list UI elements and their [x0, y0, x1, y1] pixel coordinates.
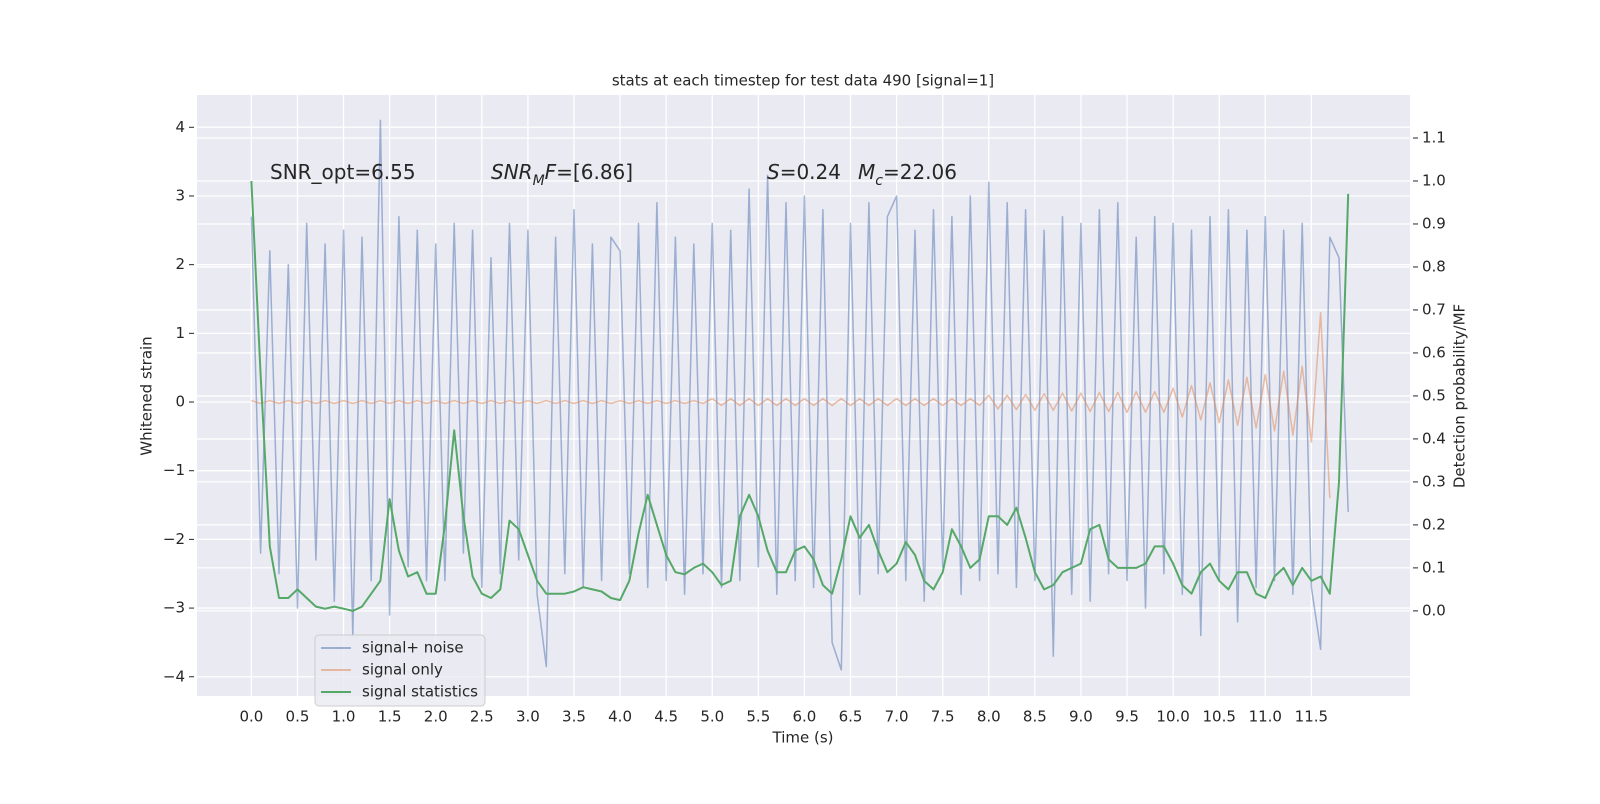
annotation-part: S [767, 160, 780, 184]
legend-label: signal only [362, 661, 443, 679]
series-line [251, 311, 1331, 499]
y2-tick-label: 0.7 [1422, 300, 1446, 318]
y2-tick-label: 0.0 [1422, 601, 1446, 619]
x-tick-label: 10.0 [1156, 708, 1189, 726]
x-tick-label: 3.0 [516, 708, 540, 726]
y2-tick-label: 0.6 [1422, 343, 1446, 361]
y2-tick-label: 0.1 [1422, 558, 1446, 576]
annotation: SNR_opt=6.55 [270, 160, 416, 184]
y2-tick-label: 0.4 [1422, 429, 1446, 447]
x-tick-label: 8.5 [1023, 708, 1047, 726]
legend-box [314, 634, 486, 707]
annotation: Mc=22.06 [858, 160, 957, 190]
legend-label: signal statistics [362, 683, 478, 701]
annotation-part: =22.06 [883, 160, 957, 184]
x-tick-label: 3.5 [562, 708, 586, 726]
y-tick-label: 3 [175, 186, 185, 204]
y2-axis-label: Detection probability/MF [1451, 304, 1469, 488]
x-tick-label: 9.5 [1115, 708, 1139, 726]
y-tick-label: −4 [163, 667, 185, 685]
annotation-part: c [875, 173, 883, 189]
annotation-part: SNR_opt=6.55 [270, 160, 416, 184]
x-tick-label: 8.0 [977, 708, 1001, 726]
y-axis-label: Whitened strain [138, 336, 156, 455]
x-tick-label: 1.5 [378, 708, 402, 726]
x-tick-label: 11.5 [1295, 708, 1328, 726]
series-line [250, 119, 1349, 671]
y-tick-label: −2 [163, 530, 185, 548]
y-tick-label: 4 [175, 118, 185, 136]
annotation-part: SNR [491, 160, 533, 184]
y-tick-label: −3 [163, 599, 185, 617]
x-tick-label: 7.0 [885, 708, 909, 726]
x-tick-label: 7.5 [931, 708, 955, 726]
annotation-part: =0.24 [780, 160, 841, 184]
x-tick-label: 6.0 [792, 708, 816, 726]
x-tick-label: 1.0 [332, 708, 356, 726]
x-tick-label: 6.5 [839, 708, 863, 726]
series-line [250, 180, 1350, 612]
y2-tick-label: 0.9 [1422, 214, 1446, 232]
chart-title: stats at each timestep for test data 490… [612, 72, 994, 90]
x-tick-label: 11.0 [1249, 708, 1282, 726]
annotation-part: M [858, 160, 875, 184]
y2-tick-label: 0.2 [1422, 515, 1446, 533]
x-tick-label: 10.5 [1202, 708, 1235, 726]
annotation: S=0.24 [767, 160, 841, 184]
y-tick-label: 0 [175, 393, 185, 411]
x-tick-label: 5.0 [700, 708, 724, 726]
y2-tick-label: 1.0 [1422, 171, 1446, 189]
x-tick-label: 2.0 [424, 708, 448, 726]
x-axis-label: Time (s) [772, 729, 834, 747]
annotation-part: =[6.86] [556, 160, 633, 184]
y2-tick-label: 0.3 [1422, 472, 1446, 490]
y2-tick-label: 0.8 [1422, 257, 1446, 275]
x-tick-label: 4.5 [654, 708, 678, 726]
x-tick-label: 0.5 [286, 708, 310, 726]
annotation-part: M [533, 173, 545, 189]
x-tick-label: 0.0 [239, 708, 263, 726]
y2-tick-label: 1.1 [1422, 128, 1446, 146]
x-tick-label: 4.0 [608, 708, 632, 726]
y-tick-label: −1 [163, 461, 185, 479]
x-tick-label: 9.0 [1069, 708, 1093, 726]
y2-tick-label: 0.5 [1422, 386, 1446, 404]
x-tick-label: 5.5 [746, 708, 770, 726]
y-tick-label: 2 [175, 255, 185, 273]
y-tick-label: 1 [175, 324, 185, 342]
annotation-part: F [545, 160, 557, 184]
x-tick-label: 2.5 [470, 708, 494, 726]
legend-label: signal+ noise [362, 639, 464, 657]
annotation: SNRMF=[6.86] [491, 160, 633, 190]
